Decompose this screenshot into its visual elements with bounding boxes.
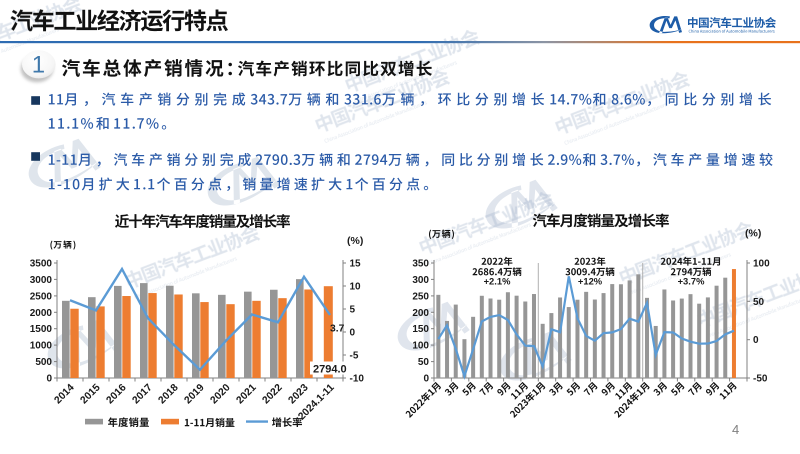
svg-text:0: 0 <box>46 374 52 385</box>
svg-text:-50: -50 <box>753 374 768 385</box>
svg-text:0: 0 <box>350 328 356 339</box>
svg-text:10: 10 <box>350 282 362 293</box>
svg-text:1000: 1000 <box>30 341 53 352</box>
svg-text:1500: 1500 <box>30 324 53 335</box>
svg-text:2000: 2000 <box>30 308 53 319</box>
svg-text:-10: -10 <box>350 374 365 385</box>
svg-text:3000: 3000 <box>30 275 53 286</box>
svg-text:+12%: +12% <box>578 276 603 287</box>
svg-text:+3.7%: +3.7% <box>678 276 706 287</box>
svg-text:0: 0 <box>753 335 759 346</box>
svg-text:-5: -5 <box>350 351 359 362</box>
svg-text:250: 250 <box>412 291 429 302</box>
svg-text:+2.1%: +2.1% <box>484 276 512 287</box>
svg-text:100: 100 <box>753 259 770 270</box>
svg-text:2500: 2500 <box>30 291 53 302</box>
svg-text:0: 0 <box>423 374 429 385</box>
svg-text:(%): (%) <box>347 235 363 247</box>
svg-text:3.7: 3.7 <box>330 324 345 335</box>
svg-text:15: 15 <box>350 259 362 270</box>
svg-text:4: 4 <box>732 422 739 437</box>
svg-text:350: 350 <box>412 259 429 270</box>
svg-text:(%): (%) <box>745 228 761 240</box>
svg-text:2794.0: 2794.0 <box>313 364 347 376</box>
svg-text:3500: 3500 <box>30 259 53 270</box>
svg-text:200: 200 <box>412 308 429 319</box>
svg-text:50: 50 <box>753 297 765 308</box>
svg-text:5: 5 <box>350 305 356 316</box>
svg-text:50: 50 <box>418 357 430 368</box>
svg-text:150: 150 <box>412 324 429 335</box>
svg-text:500: 500 <box>35 357 52 368</box>
svg-text:300: 300 <box>412 275 429 286</box>
svg-text:100: 100 <box>412 341 429 352</box>
svg-text:1: 1 <box>32 51 45 78</box>
